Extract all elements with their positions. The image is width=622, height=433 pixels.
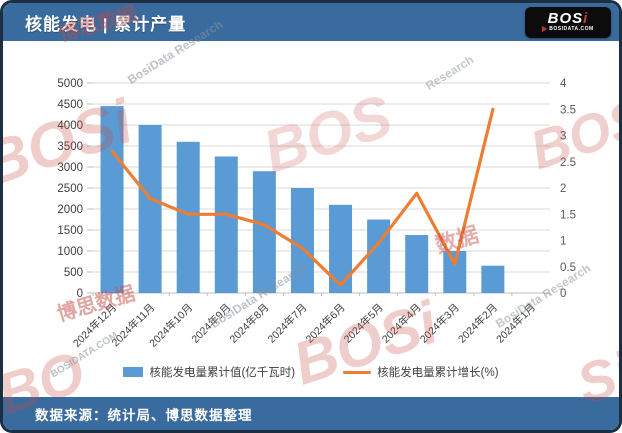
bar (214, 156, 238, 293)
legend-item-line: 核能发电量累计增长(%) (343, 364, 499, 380)
y-axis-left-tick-label: 0 (77, 288, 83, 300)
card-header: 核能发电 | 累计产量 BOSi BOSIDATA.COM (3, 3, 619, 41)
bar-series-swatch (123, 367, 144, 377)
y-axis-right-tick-label: 4 (560, 78, 567, 90)
y-axis-right-tick-label: 2 (560, 183, 566, 195)
logo-wordmark: BOSi (547, 9, 589, 27)
y-axis-right-tick-label: 0 (560, 288, 566, 300)
line-series-label: 核能发电量累计增长(%) (377, 367, 499, 379)
x-axis-category-label: 2024年3月 (417, 301, 462, 346)
y-axis-right-tick-label: 0.5 (560, 262, 576, 274)
card-footer: 数据来源：统计局、博思数据整理 (3, 397, 619, 430)
bar (100, 106, 124, 293)
line-series (110, 107, 495, 287)
x-axis-category-label: 2024年4月 (379, 301, 424, 346)
bar-series-label: 核能发电量累计值(亿千瓦时) (149, 367, 296, 379)
bar (443, 251, 467, 293)
y-axis-left-tick-label: 3000 (57, 162, 83, 174)
y-axis-right-tick-label: 2.5 (560, 157, 576, 169)
line-series-swatch (343, 370, 372, 374)
x-axis-category-label: 2024年9月 (189, 301, 234, 346)
legend-item-bar: 核能发电量累计值(亿千瓦时) (123, 364, 295, 380)
combo-chart: 0 500 1000 1500 2000 2500 3000 3500 4000 4500 5000… (57, 78, 576, 350)
y-axis-left-tick-label: 4000 (57, 120, 83, 132)
logo-i-accent: i (583, 9, 589, 27)
y-axis-right-tick-label: 1.5 (560, 209, 576, 221)
x-axis-category-label: 2024年5月 (341, 301, 386, 346)
logo-triangle-icon (542, 26, 548, 32)
bar (176, 141, 200, 293)
y-axis-left-tick-label: 2000 (57, 204, 83, 216)
page-title: 核能发电 | 累计产量 (25, 14, 187, 34)
y-axis-left-tick-label: 5000 (57, 78, 83, 90)
y-axis-right-tick-label: 3.5 (560, 104, 576, 116)
logo-subtitle: BOSIDATA.COM (542, 26, 593, 33)
bar (138, 125, 162, 293)
y-axis-left-tick-label: 2500 (57, 183, 83, 195)
bar (290, 188, 314, 293)
x-axis-category-label: 2024年8月 (227, 301, 272, 346)
bar (481, 265, 505, 293)
y-axis-left-tick-label: 1500 (57, 225, 83, 237)
bar (329, 204, 353, 293)
x-axis-category-label: 2024年1月 (493, 301, 538, 346)
x-axis-category-label: 2024年7月 (265, 301, 310, 346)
y-axis-right-tick-label: 3 (560, 131, 566, 143)
y-axis-right-tick-label: 1 (560, 236, 566, 248)
bar (405, 235, 429, 293)
bar (252, 171, 276, 293)
chart-legend: 核能发电量累计值(亿千瓦时) 核能发电量累计增长(%) (3, 363, 619, 381)
y-axis-left-tick-label: 1000 (57, 246, 83, 258)
data-source-note: 数据来源：统计局、博思数据整理 (35, 407, 253, 423)
y-axis-left-tick-label: 3500 (57, 141, 83, 153)
x-axis-category-label: 2024年6月 (303, 301, 348, 346)
bosi-logo: BOSi BOSIDATA.COM (525, 6, 611, 38)
y-axis-left-tick-label: 500 (64, 267, 83, 279)
y-axis-left-tick-label: 4500 (57, 99, 83, 111)
chart-area: 0 500 1000 1500 2000 2500 3000 3500 4000 4500 5000… (3, 41, 619, 397)
x-axis-category-label: 2024年2月 (455, 301, 500, 346)
